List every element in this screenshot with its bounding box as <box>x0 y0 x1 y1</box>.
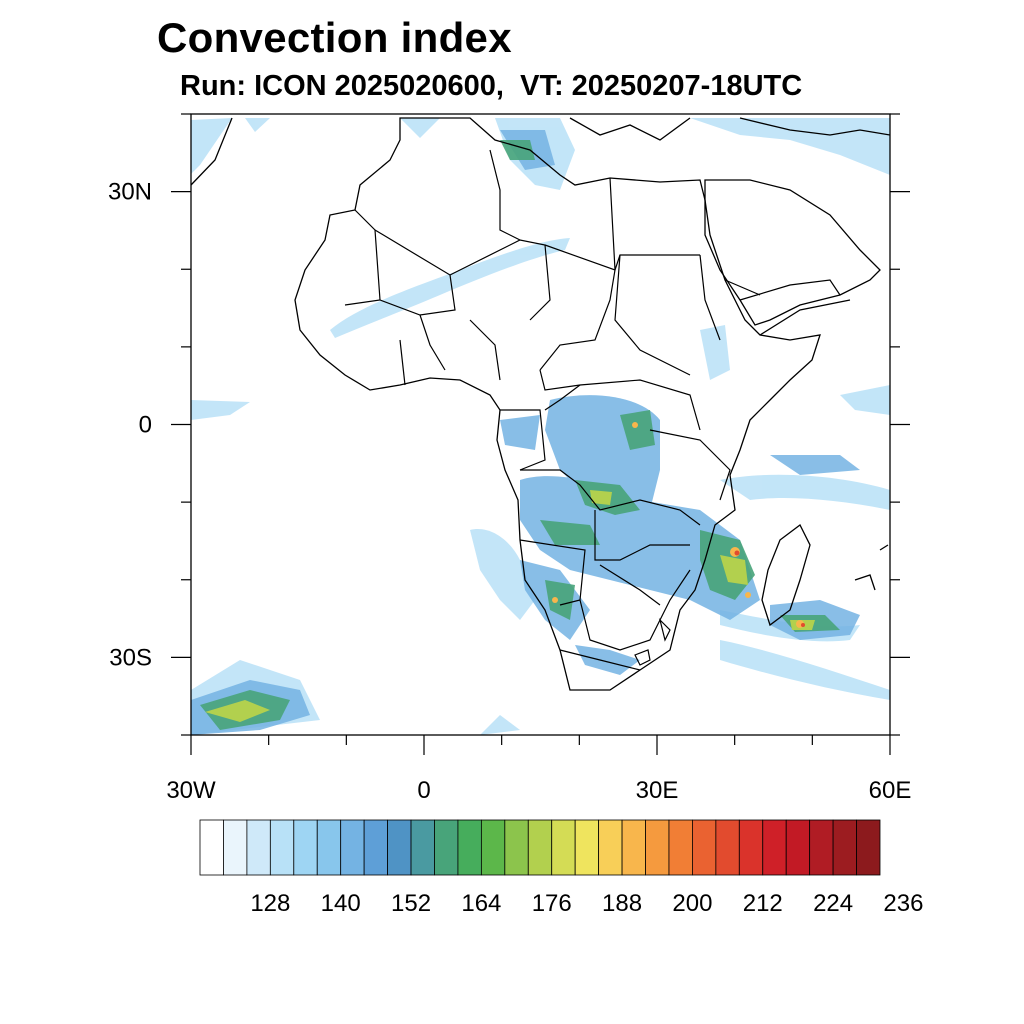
y-tick-label: 30N <box>108 179 152 206</box>
colorbar-label: 128 <box>250 890 290 917</box>
colorbar-swatch <box>269 819 295 876</box>
colorbar-swatch <box>738 819 764 876</box>
colorbar-swatch <box>387 819 412 876</box>
chart-subtitle: Run: ICON 2025020600, VT: 20250207-18UTC <box>180 70 803 102</box>
colorbar-swatch <box>551 819 576 876</box>
colorbar-swatch <box>668 819 693 876</box>
colorbar <box>199 819 881 876</box>
axis-ticks <box>171 113 910 755</box>
colorbar-swatch <box>527 819 553 876</box>
colorbar-swatch <box>199 819 224 876</box>
colorbar-swatch <box>504 819 529 876</box>
colorbar-swatch <box>293 819 318 876</box>
colorbar-swatch <box>785 819 811 876</box>
colorbar-swatch <box>410 819 435 876</box>
colorbar-swatch <box>574 819 600 876</box>
x-tick-label: 30E <box>636 777 679 804</box>
colorbar-swatch <box>715 819 740 876</box>
colorbar-label: 224 <box>813 890 853 917</box>
x-tick-label: 60E <box>869 777 912 804</box>
colorbar-label: 188 <box>602 890 642 917</box>
colorbar-swatch <box>340 819 365 876</box>
coastlines <box>191 117 890 691</box>
convection-field <box>191 118 890 735</box>
colorbar-swatch <box>457 819 482 876</box>
colorbar-label: 152 <box>391 890 431 917</box>
colorbar-swatch <box>692 819 717 876</box>
colorbar-labels: 128 140 152 164 176 188 200 212 224 236 <box>250 890 923 917</box>
y-tick-label: 0 <box>139 412 152 439</box>
colorbar-swatch <box>809 819 834 876</box>
colorbar-swatch <box>762 819 787 876</box>
chart-title: Convection index <box>157 14 512 61</box>
y-tick-label: 30S <box>109 644 152 671</box>
colorbar-swatch <box>598 819 623 876</box>
colorbar-label: 164 <box>461 890 501 917</box>
colorbar-label: 140 <box>321 890 361 917</box>
colorbar-swatch <box>480 819 506 876</box>
x-tick-label: 30W <box>166 777 216 804</box>
x-tick-label: 0 <box>417 777 430 804</box>
colorbar-swatch <box>856 819 881 876</box>
colorbar-swatch <box>645 819 670 876</box>
country-borders <box>344 149 851 671</box>
colorbar-swatch <box>832 819 857 876</box>
colorbar-swatch <box>316 819 342 876</box>
colorbar-swatch <box>621 819 646 876</box>
axis-labels: 30W 0 30E 60E 30N 0 30S <box>108 179 911 804</box>
map-frame <box>190 113 891 736</box>
colorbar-label: 200 <box>672 890 712 917</box>
colorbar-label: 176 <box>532 890 572 917</box>
colorbar-swatch <box>246 819 271 876</box>
colorbar-label: 236 <box>883 890 923 917</box>
colorbar-swatch <box>434 819 459 876</box>
colorbar-swatch <box>223 819 248 876</box>
colorbar-swatch <box>363 819 388 876</box>
colorbar-label: 212 <box>743 890 783 917</box>
